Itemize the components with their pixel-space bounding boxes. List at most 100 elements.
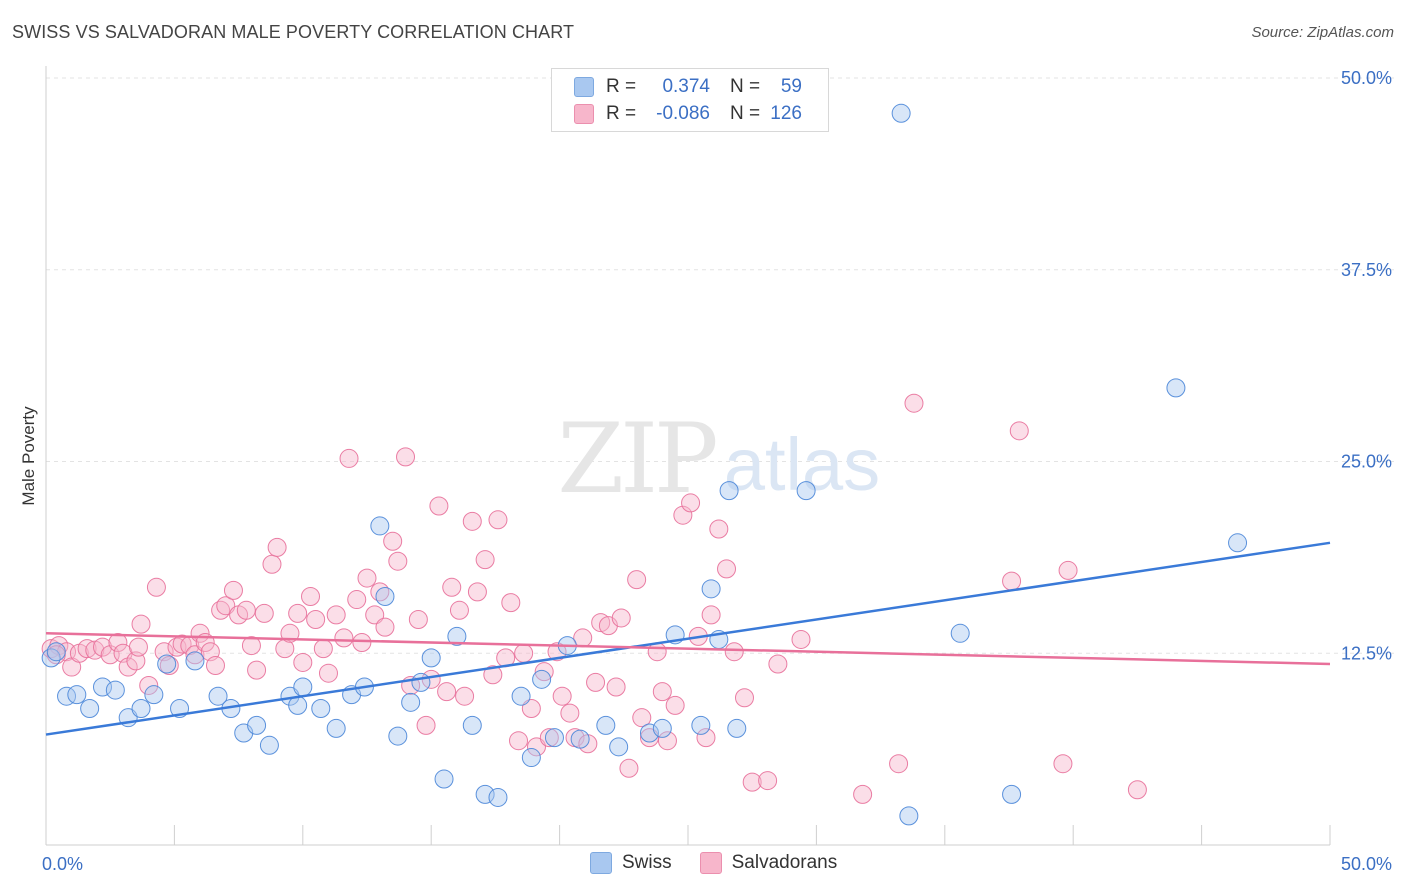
series-legend-swiss: Swiss [590, 852, 672, 874]
salvadorans-point [632, 708, 652, 728]
salvadorans-point [128, 637, 148, 657]
salvadorans-point [375, 617, 395, 637]
salvadorans-point [514, 643, 534, 663]
salvadorans-point [92, 637, 112, 657]
salvadorans-point [681, 493, 701, 513]
salvadorans-point [347, 590, 367, 610]
salvadorans-point [652, 682, 672, 702]
salvadorans-point [396, 447, 416, 467]
series-legend-label-salvadorans: Salvadorans [731, 852, 838, 873]
swiss-point [719, 481, 739, 501]
series-legend-swatch-salvadorans [699, 852, 722, 874]
legend-swatch-swiss [574, 77, 594, 97]
y-tick-label: 25.0% [1341, 452, 1392, 472]
salvadorans-point [462, 511, 482, 531]
legend-swatch-salvadorans [574, 104, 594, 124]
legend-n-value: 59 [780, 76, 802, 97]
salvadorans-point [388, 551, 408, 571]
salvadorans-point [539, 728, 559, 748]
salvadorans-trend-line [45, 632, 1331, 666]
swiss-point [899, 806, 919, 826]
swiss-point [1002, 784, 1022, 804]
salvadorans-point [606, 677, 626, 697]
salvadorans-point [701, 605, 721, 625]
salvadorans-point [131, 614, 151, 634]
salvadorans-point [383, 531, 403, 551]
swiss-point [511, 686, 531, 706]
salvadorans-point [352, 633, 372, 653]
salvadorans-point [318, 663, 338, 683]
y-tick-label: 50.0% [1341, 68, 1392, 88]
salvadorans-point [526, 737, 546, 757]
salvadorans-point [586, 672, 606, 692]
salvadorans-point [185, 645, 205, 665]
swiss-trend-line [45, 541, 1331, 736]
swiss-point [701, 579, 721, 599]
axis-labels: 12.5% 25.0% 37.5% 50.0% 0.0% 50.0% Male Povert… [19, 68, 1392, 874]
salvadorans-point [889, 754, 909, 774]
swiss-point [401, 692, 421, 712]
series-legend: Swiss Salvadorans [590, 852, 865, 874]
salvadorans-point [627, 570, 647, 590]
swiss-point [891, 103, 911, 123]
x-tick-label: 50.0% [1341, 854, 1392, 874]
swiss-point [532, 669, 552, 689]
legend-r-label: R = [606, 103, 637, 124]
swiss-point [1166, 378, 1186, 398]
salvadorans-point [301, 586, 321, 606]
salvadorans-point [717, 559, 737, 579]
series-legend-swatch-swiss [590, 852, 612, 874]
y-axis-label: Male Poverty [19, 406, 38, 506]
swiss-point [596, 715, 616, 735]
salvadorans-point [216, 596, 236, 616]
salvadorans-point [339, 448, 359, 468]
swiss-point [247, 715, 267, 735]
salvadorans-point [1002, 571, 1022, 591]
salvadorans-point [241, 636, 261, 656]
salvadorans-point [560, 703, 580, 723]
swiss-point [131, 698, 151, 718]
salvadorans-point [429, 496, 449, 516]
salvadorans-point [1009, 421, 1029, 441]
salvadorans-point [696, 728, 716, 748]
swiss-point [311, 698, 331, 718]
legend-row-salvadorans: R = -0.086 N = 126 [574, 102, 802, 126]
watermark-zip: ZIP [557, 403, 716, 515]
legend-n-label: N = [730, 103, 761, 124]
swiss-point [411, 672, 431, 692]
salvadorans-point [416, 715, 436, 735]
salvadorans-point [501, 593, 521, 613]
salvadorans-point [408, 610, 428, 630]
salvadorans-point [1058, 560, 1078, 580]
salvadorans-point [673, 505, 693, 525]
swiss-point [157, 654, 177, 674]
swiss-point [185, 651, 205, 671]
salvadorans-point [709, 519, 729, 539]
y-tick-label: 12.5% [1341, 643, 1392, 663]
series-legend-salvadorans: Salvadorans [699, 852, 838, 874]
salvadorans-point [724, 642, 744, 662]
salvadorans-point [293, 652, 313, 672]
salvadorans-point [509, 731, 529, 751]
salvadorans-point [521, 698, 541, 718]
swiss-point [67, 685, 87, 705]
swiss-point [1228, 533, 1248, 553]
swiss-point [434, 769, 454, 789]
swiss-point [208, 686, 228, 706]
swiss-points [41, 103, 1248, 826]
salvadorans-point [223, 580, 243, 600]
swiss-point [796, 481, 816, 501]
salvadorans-point [437, 682, 457, 702]
swiss-point [388, 726, 408, 746]
salvadorans-point [455, 686, 475, 706]
correlation-legend: R = 0.374 N = 59 R = -0.086 N = 126 [551, 68, 829, 132]
swiss-point [370, 516, 390, 536]
legend-n-label: N = [730, 76, 761, 97]
legend-r-label: R = [606, 76, 637, 97]
salvadorans-point [306, 610, 326, 630]
swiss-point [950, 623, 970, 643]
swiss-point [421, 648, 441, 668]
salvadorans-point [267, 537, 287, 557]
legend-r-value: 0.374 [662, 76, 710, 97]
